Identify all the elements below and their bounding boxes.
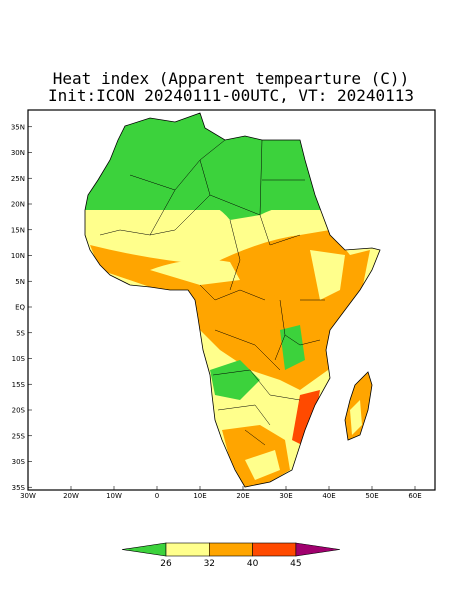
lon-tick-label: 20E [236, 492, 249, 500]
lat-tick-label: 30N [11, 149, 25, 157]
colorbar-label: 45 [290, 559, 301, 569]
lon-tick-label: 10W [106, 492, 122, 500]
colorbar-label: 32 [204, 559, 215, 569]
lat-tick-label: 20S [12, 407, 26, 415]
subtitle: Init:ICON 20240111-00UTC, VT: 20240113 [48, 86, 414, 105]
lat-tick-label: 15S [12, 381, 26, 389]
lon-tick-label: 30E [279, 492, 292, 500]
lon-tick-label: 40E [322, 492, 335, 500]
madagascar-yellow [350, 400, 362, 435]
lon-tick-label: 60E [408, 492, 421, 500]
lon-tick-label: 20W [63, 492, 79, 500]
lat-tick-label: EQ [15, 304, 25, 312]
borders [99, 139, 325, 446]
lon-tick-label: 50E [365, 492, 378, 500]
lat-tick-label: 10S [12, 355, 26, 363]
colorbar-label: 26 [160, 559, 172, 569]
lat-tick-label: 15N [11, 226, 25, 234]
lon-tick-label: 30W [20, 492, 36, 500]
colorbar-high [295, 542, 340, 557]
lat-tick-label: 35N [11, 123, 25, 131]
lat-tick-label: 35S [12, 484, 26, 492]
lat-tick-label: 25N [11, 175, 25, 183]
lon-tick-label: 0 [155, 492, 159, 500]
lat-tick-label: 20N [11, 201, 25, 209]
lat-tick-label: 30S [12, 458, 26, 466]
colorbar-low [121, 542, 167, 557]
lat-tick-label: 10N [11, 252, 25, 260]
lat-tick-label: 5N [15, 278, 25, 286]
lat-tick-label: 25S [12, 432, 26, 440]
lon-tick-label: 10E [193, 492, 206, 500]
colorbar-box [252, 542, 297, 557]
lat-tick-label: 5S [16, 329, 25, 337]
colorbar-label: 40 [247, 559, 259, 569]
colorbar-box [209, 542, 253, 557]
title: Heat index (Apparent tempearture (C)) [53, 69, 409, 88]
colorbar-box [165, 542, 210, 557]
